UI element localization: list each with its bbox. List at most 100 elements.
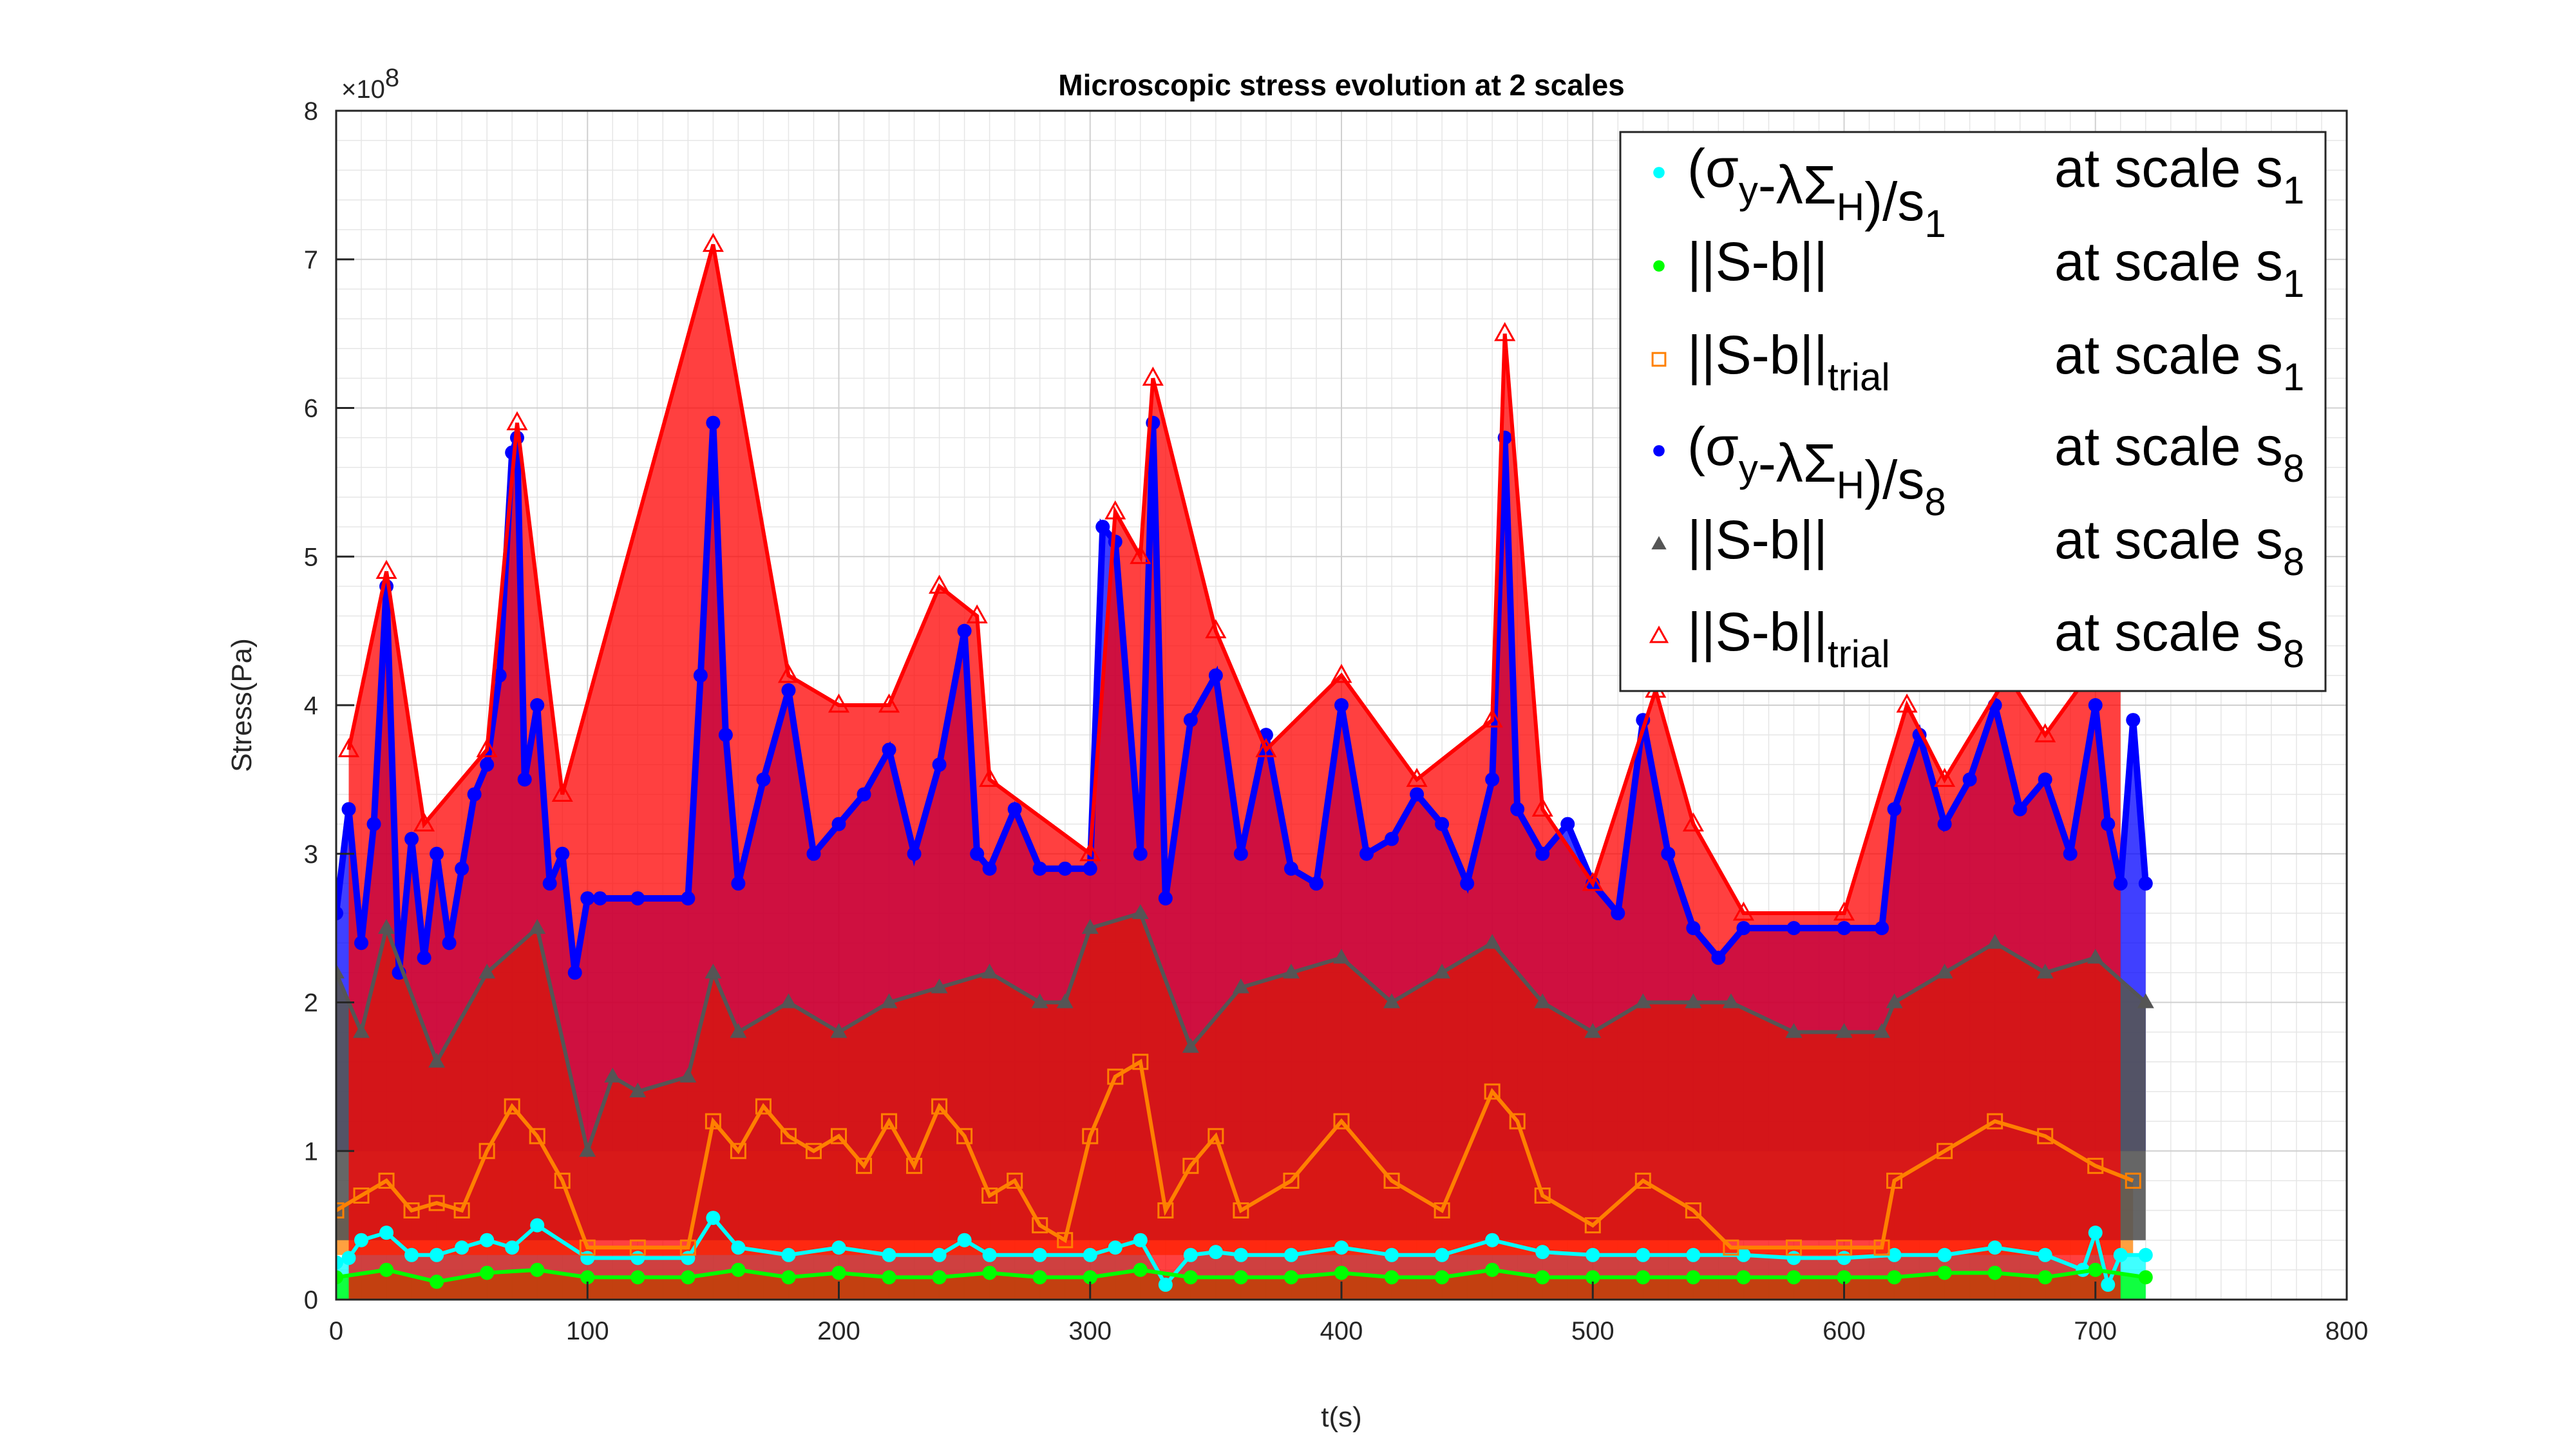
data-point [2087,1157,2104,1174]
data-point [1937,1247,1952,1262]
data-point [1208,1128,1224,1144]
data-point [956,1128,973,1144]
data-point [378,919,395,934]
series-line [336,911,2147,1159]
data-point [1611,906,1625,921]
data-point [1962,772,1977,787]
data-point [957,623,972,638]
data-point [781,1247,796,1262]
data-point [1722,993,1739,1009]
data-point [1786,1270,1801,1285]
data-point [1937,1142,1953,1159]
legend-label: (σy-λΣH)/s1 [1687,138,1946,245]
x-tick-label: 500 [1571,1317,1615,1345]
data-point [1283,1172,1300,1189]
data-point [1233,1247,1248,1262]
data-point [353,1187,370,1204]
y-tick-label: 8 [304,97,318,126]
data-point [831,1128,847,1144]
y-axis-title: Stress(Pa) [226,638,258,772]
data-point [480,1233,495,1247]
data-point [882,1247,896,1262]
data-point [375,560,397,579]
data-point [1359,846,1374,861]
data-point [705,1113,721,1130]
data-point [1584,1023,1602,1038]
data-point [2038,1247,2052,1262]
data-point [1535,1245,1550,1260]
data-point [1582,871,1604,891]
data-point [2087,949,2104,964]
legend-sub: 8 [1924,480,1946,524]
data-point [1081,919,1099,934]
data-point [1786,921,1801,936]
data-point [567,965,582,980]
data-point [2088,1262,2103,1277]
data-point [681,1251,696,1265]
data-point [781,683,796,697]
data-point [1183,1247,1198,1262]
legend-scale-text: at scale s [2054,509,2283,570]
data-point [2101,1277,2116,1292]
data-point [413,812,435,832]
data-point [1142,366,1164,386]
data-point [1383,1172,1400,1189]
data-point [630,1270,645,1285]
x-tick-label: 0 [329,1317,343,1345]
data-point [831,1240,846,1255]
data-point [1686,921,1701,936]
data-point [1987,1265,2002,1280]
data-point [336,906,343,921]
data-point [1205,619,1227,639]
y-axis-exponent-power: 8 [385,64,399,92]
data-point [1079,842,1101,862]
y-axis-ticks: 0 1 2 3 4 5 6 7 8 [304,97,354,1314]
data-point [1986,934,2003,949]
data-point [403,1202,420,1219]
data-point [1653,445,1665,457]
data-point [1886,993,1903,1009]
data-point [1896,693,1918,713]
data-point [1837,1270,1852,1285]
data-point [1233,1202,1249,1219]
legend-main: ||S-b|| [1687,325,1828,385]
data-point [1031,993,1048,1009]
data-point [679,1067,697,1083]
data-point [1385,831,1399,846]
series-line [336,1058,2134,1250]
legend-main: (σ [1687,416,1739,477]
data-point [354,1233,369,1247]
legend-sub: H [1837,185,1864,229]
data-point [379,1226,394,1240]
data-point [1208,1245,1223,1260]
data-point [630,891,645,905]
data-point [1133,846,1148,861]
legend-main: ||S-b|| [1687,509,1828,570]
y-tick-label: 5 [304,543,318,571]
data-point [830,1023,848,1038]
x-tick-label: 200 [817,1317,860,1345]
data-point [856,1157,873,1174]
legend-item: ||S-b||trial at scale s8 [1649,601,2304,676]
data-point [1653,260,1665,272]
data-point [1333,949,1350,964]
data-point [1560,817,1575,831]
data-point [629,1082,647,1097]
data-point [2138,876,2153,891]
data-point [1032,1270,1047,1285]
data-point [1934,768,1956,787]
data-point [480,757,495,772]
data-point [1158,1277,1173,1292]
data-point [828,693,850,713]
data-point [780,993,797,1009]
data-point [1410,787,1425,802]
data-point [336,963,345,979]
data-point [580,1270,595,1285]
legend-tail: )/s [1864,171,1924,232]
data-point [629,1239,646,1256]
data-point [417,951,431,965]
data-point [1636,1270,1651,1285]
y-tick-label: 7 [304,246,318,274]
data-point [1385,1247,1399,1262]
